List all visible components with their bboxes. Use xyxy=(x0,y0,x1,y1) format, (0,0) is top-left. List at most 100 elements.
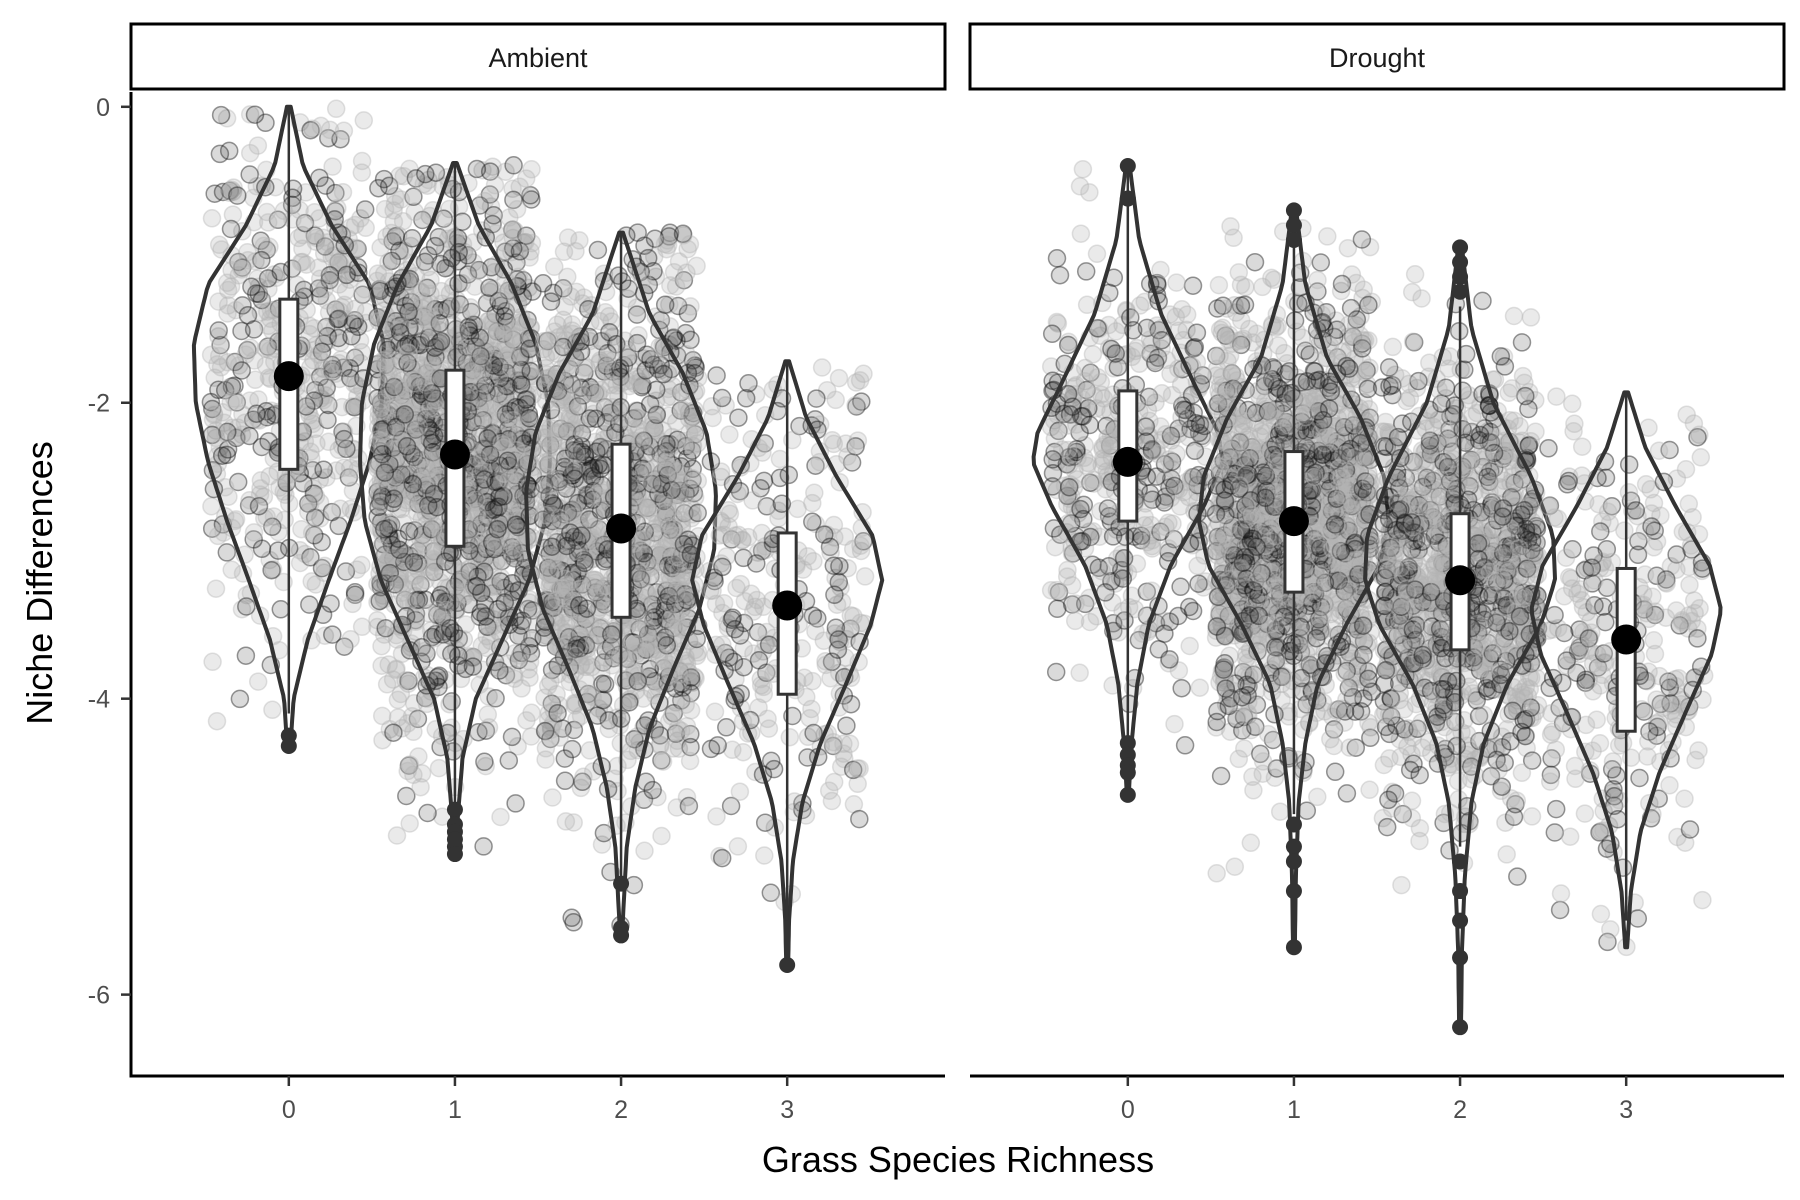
data-point xyxy=(326,183,345,203)
data-point xyxy=(341,218,360,237)
data-point xyxy=(502,727,522,747)
data-point xyxy=(218,353,238,372)
data-point xyxy=(566,444,586,464)
data-point xyxy=(374,264,394,284)
data-point xyxy=(752,523,772,543)
data-point xyxy=(677,344,696,364)
data-point xyxy=(356,218,375,238)
data-point xyxy=(788,499,807,519)
data-point xyxy=(566,646,585,666)
data-point xyxy=(324,246,343,265)
data-point xyxy=(399,302,418,322)
data-point xyxy=(747,554,766,573)
data-point xyxy=(628,671,647,691)
data-point xyxy=(233,296,252,315)
data-point xyxy=(320,120,340,140)
data-point xyxy=(627,305,647,324)
data-point xyxy=(260,466,279,486)
data-point xyxy=(705,702,725,721)
data-point xyxy=(490,661,509,680)
data-point xyxy=(468,449,487,468)
data-point xyxy=(295,213,315,233)
data-point xyxy=(229,266,249,285)
data-point xyxy=(431,331,451,351)
data-point xyxy=(1083,345,1103,364)
data-point xyxy=(256,113,275,133)
data-point xyxy=(248,672,268,691)
data-point xyxy=(305,526,324,545)
data-point xyxy=(218,440,238,459)
data-point xyxy=(258,302,277,321)
data-point xyxy=(1311,253,1331,272)
data-point xyxy=(310,493,330,512)
data-point xyxy=(770,449,790,469)
data-point xyxy=(310,286,330,306)
data-point xyxy=(755,813,775,832)
data-point xyxy=(806,621,825,641)
data-point xyxy=(342,327,361,346)
data-point xyxy=(822,791,842,811)
data-point xyxy=(331,350,351,369)
data-point xyxy=(238,305,258,325)
data-point xyxy=(735,591,755,611)
data-point xyxy=(486,536,506,555)
data-point xyxy=(647,405,667,425)
data-point xyxy=(249,277,269,296)
data-point xyxy=(269,522,288,542)
data-point xyxy=(335,295,354,315)
data-point xyxy=(209,292,228,311)
data-point xyxy=(402,229,422,248)
data-point xyxy=(222,377,242,396)
data-point xyxy=(1148,444,1167,464)
facet-strip-ambient: Ambient xyxy=(129,22,947,91)
data-point xyxy=(499,471,518,490)
data-point xyxy=(350,331,370,350)
data-point xyxy=(277,472,297,491)
data-point xyxy=(252,250,271,270)
data-point xyxy=(306,575,326,594)
data-point xyxy=(277,473,296,493)
data-point xyxy=(646,380,666,400)
data-point xyxy=(326,99,346,119)
data-point xyxy=(314,359,333,379)
data-point xyxy=(577,358,596,377)
data-point xyxy=(227,393,247,412)
data-point xyxy=(203,399,222,419)
data-point xyxy=(479,311,499,330)
data-point xyxy=(838,447,857,466)
data-point xyxy=(319,303,339,322)
data-point xyxy=(706,594,726,614)
data-point xyxy=(307,228,326,248)
data-point xyxy=(248,269,267,288)
data-point xyxy=(1183,276,1203,295)
data-point xyxy=(504,156,523,175)
data-point xyxy=(558,228,578,247)
data-point xyxy=(855,567,875,586)
data-point xyxy=(815,525,834,544)
data-point xyxy=(329,440,348,460)
data-point xyxy=(816,655,836,675)
data-point xyxy=(260,237,279,257)
data-point xyxy=(393,211,413,231)
data-point xyxy=(754,471,774,491)
data-point xyxy=(1359,295,1378,315)
data-point xyxy=(299,494,318,513)
data-point xyxy=(1042,324,1062,344)
data-point xyxy=(749,651,769,670)
data-point xyxy=(1165,714,1184,734)
data-point xyxy=(202,497,221,516)
data-point xyxy=(237,597,256,616)
data-point xyxy=(463,657,483,676)
data-point xyxy=(404,765,423,785)
data-point xyxy=(680,234,700,254)
data-point xyxy=(340,270,359,289)
data-point xyxy=(211,105,231,125)
data-point xyxy=(244,320,264,339)
data-point xyxy=(582,686,601,705)
data-point xyxy=(330,369,349,389)
data-point xyxy=(1059,477,1079,497)
data-point xyxy=(507,200,527,219)
data-point xyxy=(708,736,727,755)
data-point xyxy=(246,252,265,271)
data-point xyxy=(217,445,237,465)
